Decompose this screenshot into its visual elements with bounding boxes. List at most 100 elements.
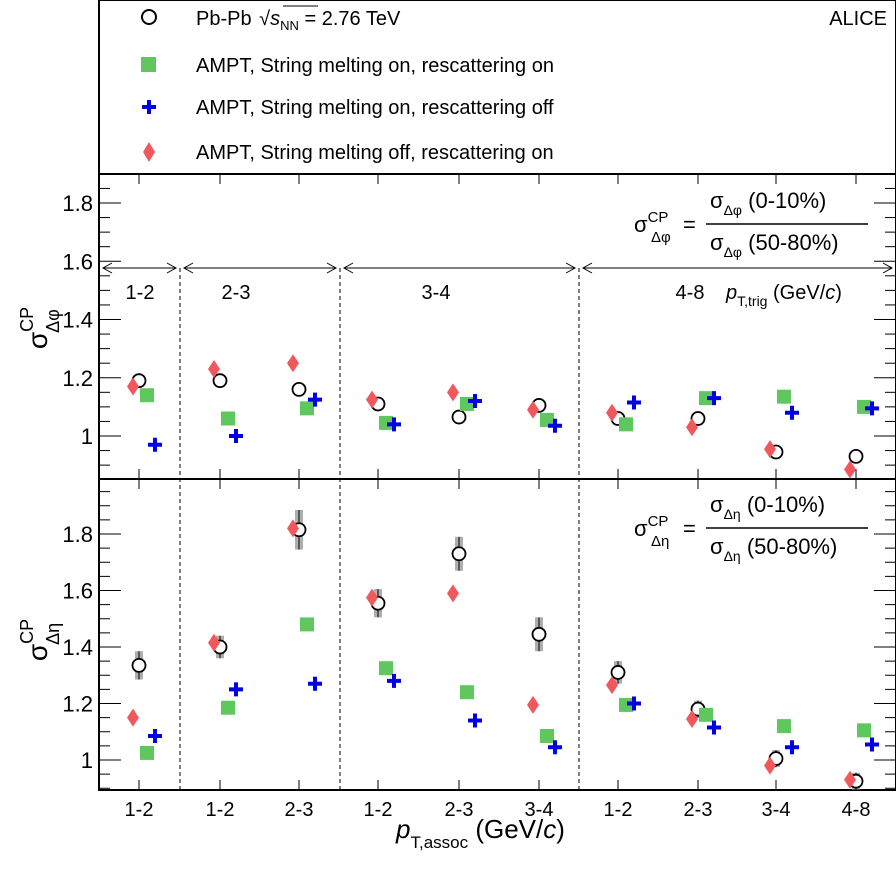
top-formula: σCP Δφ = σΔφ (0-10%) σΔφ (50-80%) xyxy=(634,188,868,260)
x-tick-label: 2-3 xyxy=(684,799,713,821)
top-point-string-on-resc-on xyxy=(540,412,554,427)
top-point-string-on-resc-off xyxy=(548,418,562,433)
chart-marks: 1 1.2 1.4 1.6 1.8 1 1.2 1.4 1.6 1.8 1-2 1-2 2-3 1-2 2-… xyxy=(62,174,896,821)
x-tick-label: 1-2 xyxy=(364,799,393,821)
top-ytick-label: 1 xyxy=(81,424,93,449)
top-point-string-off-resc-on xyxy=(764,440,776,459)
bottom-point-string-off-resc-on xyxy=(527,695,539,714)
legend: Pb-Pb √sNN = 2.76 TeV AMPT, String melti… xyxy=(141,5,887,164)
top-point-string-off-resc-on xyxy=(686,418,698,437)
legend-marker-square xyxy=(141,57,156,72)
top-point-string-on-resc-on xyxy=(300,401,314,416)
bottom-point-string-on-resc-off xyxy=(785,740,799,755)
bottom-point-string-off-resc-on xyxy=(447,584,459,603)
top-ytick-label: 1.8 xyxy=(62,191,93,216)
top-point-string-on-resc-off xyxy=(627,395,641,410)
bottom-point-string-on-resc-on xyxy=(777,719,791,734)
bottom-y-axis-label: σCP Δη xyxy=(17,619,63,661)
top-ytick-label: 1.2 xyxy=(62,366,93,391)
top-point-string-off-resc-on xyxy=(208,360,220,379)
top-formula-lhs: σCP xyxy=(634,209,668,237)
bottom-point-string-on-resc-off xyxy=(387,673,401,688)
top-point-string-off-resc-on xyxy=(366,390,378,409)
bottom-point-string-on-resc-on xyxy=(460,685,474,700)
top-point-string-on-resc-on xyxy=(777,389,791,404)
top-point-string-on-resc-on xyxy=(221,411,235,426)
top-point-string-on-resc-off xyxy=(148,437,162,452)
x-axis-title: pT,assoc (GeV/c) xyxy=(395,814,565,852)
bottom-ytick-label: 1 xyxy=(81,748,93,773)
bottom-point-string-off-resc-on xyxy=(606,676,618,695)
top-point-string-on-resc-off xyxy=(387,417,401,432)
top-point-pbpb xyxy=(690,411,706,426)
ptrig-arrow-3-right-head xyxy=(565,262,577,274)
bottom-formula-lhs: σCP xyxy=(634,513,668,541)
top-point-string-on-resc-on xyxy=(619,417,633,432)
bottom-point-pbpb xyxy=(610,665,626,680)
ptrig-arrow-3-left-head xyxy=(342,262,354,274)
bottom-formula: σCP Δη = σΔη (0-10%) σΔη (50-80%) xyxy=(634,492,868,564)
legend-label-string-off-resc-on: AMPT, String melting off, rescattering o… xyxy=(196,142,554,164)
top-point-string-off-resc-on xyxy=(447,383,459,402)
top-point-string-off-resc-on xyxy=(527,400,539,419)
legend-marker-cross xyxy=(142,100,156,114)
top-point-pbpb xyxy=(848,448,864,464)
bottom-point-string-on-resc-on xyxy=(300,617,314,632)
bottom-point-string-on-resc-on xyxy=(379,661,393,676)
top-point-string-on-resc-on xyxy=(140,388,154,403)
bottom-point-string-off-resc-on xyxy=(764,756,776,775)
top-point-string-on-resc-off xyxy=(865,401,879,416)
bottom-point-string-on-resc-off xyxy=(308,676,322,691)
bottom-point-pbpb xyxy=(131,657,147,673)
ptrig-bin-3: 3-4 xyxy=(422,282,451,304)
bottom-ytick-label: 1.6 xyxy=(62,579,93,604)
top-point-string-on-resc-on xyxy=(699,391,713,406)
top-formula-denominator: σΔφ (50-80%) xyxy=(710,230,839,260)
legend-label-pbpb: Pb-Pb √sNN = 2.76 TeV xyxy=(196,8,401,33)
top-point-string-on-resc-off xyxy=(229,429,243,443)
bottom-point-string-on-resc-on xyxy=(619,697,633,712)
x-tick-label: 2-3 xyxy=(445,799,474,821)
legend-label-string-on-resc-off: AMPT, String melting on, rescattering of… xyxy=(196,97,554,119)
ptrig-arrows xyxy=(101,262,894,274)
top-point-string-off-resc-on xyxy=(844,460,856,479)
bottom-formula-lhs-sub: Δη xyxy=(651,533,669,550)
x-tick-label: 3-4 xyxy=(525,799,554,821)
top-point-string-off-resc-on xyxy=(127,377,139,396)
bottom-point-string-on-resc-off xyxy=(627,696,641,711)
experiment-label: ALICE xyxy=(829,8,887,30)
top-point-string-on-resc-on xyxy=(857,399,871,414)
ptrig-bin-2: 2-3 xyxy=(222,282,251,304)
top-y-axis-label: σCP Δφ xyxy=(17,307,63,349)
bottom-point-string-off-resc-on xyxy=(366,588,378,607)
ptrig-arrow-1-right-head xyxy=(166,262,178,274)
bottom-point-string-on-resc-on xyxy=(140,745,154,760)
bottom-ytick-label: 1.2 xyxy=(62,692,93,717)
ptrig-arrow-2-right-head xyxy=(326,262,338,274)
top-point-pbpb xyxy=(212,373,228,389)
ptrig-arrow-4-left-head xyxy=(581,262,593,274)
x-tick-label: 1-2 xyxy=(604,799,633,821)
top-point-pbpb xyxy=(451,409,467,425)
ptrig-bin-1: 1-2 xyxy=(126,282,155,304)
top-point-string-on-resc-off xyxy=(707,391,721,406)
top-ytick-label: 1.6 xyxy=(62,249,93,274)
top-formula-equals: = xyxy=(683,212,696,237)
bottom-point-string-on-resc-off xyxy=(468,713,482,728)
ptrig-separators xyxy=(179,268,580,790)
bottom-point-string-off-resc-on xyxy=(127,708,139,727)
top-panel-frame xyxy=(98,173,896,480)
bottom-point-string-off-resc-on xyxy=(686,710,698,729)
bottom-formula-denominator: σΔη (50-80%) xyxy=(710,534,837,564)
bottom-point-string-on-resc-off xyxy=(707,720,721,735)
bottom-point-string-off-resc-on xyxy=(844,770,856,789)
x-tick-label: 1-2 xyxy=(125,799,154,821)
top-formula-lhs-sub: Δφ xyxy=(651,229,671,246)
legend-marker-diamond xyxy=(143,142,155,162)
bottom-point-string-on-resc-off xyxy=(548,740,562,755)
ptrig-arrow-1-left-head xyxy=(101,262,113,274)
bottom-ytick-label: 1.8 xyxy=(62,522,93,547)
bottom-point-string-on-resc-off xyxy=(148,728,162,743)
